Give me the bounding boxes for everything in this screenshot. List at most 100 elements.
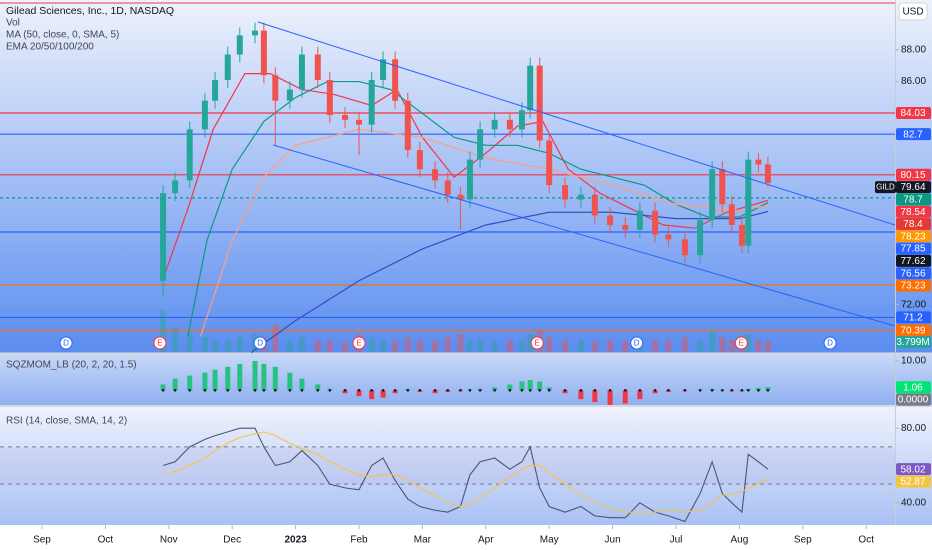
volume-bar [457, 334, 464, 352]
y-tick-label: 40.00 [901, 497, 926, 508]
x-tick-label: Sep [33, 535, 51, 546]
price-label-box [896, 254, 931, 267]
event-label: E [739, 339, 744, 348]
volume-bar [764, 340, 771, 352]
candle-body [546, 140, 553, 186]
squeeze-dot [161, 389, 165, 392]
currency-label[interactable]: USD [902, 7, 923, 18]
volume-bar [728, 340, 735, 352]
price-label-box [896, 106, 931, 119]
momentum-bar [261, 363, 267, 391]
squeeze-dot [238, 389, 242, 392]
price-label-box [896, 218, 931, 231]
volume-bar [745, 334, 752, 352]
volume-bar [432, 340, 439, 352]
moving-average [199, 128, 769, 337]
volume-bar [342, 341, 349, 352]
volume-bar [404, 337, 411, 352]
volume-bar [681, 337, 688, 352]
channel-lower [272, 144, 896, 327]
momentum-bar [432, 390, 438, 394]
x-tick-label: Jul [670, 535, 683, 546]
price-label: 82.7 [903, 129, 923, 140]
candle-body [432, 169, 439, 181]
symbol-title: Gilead Sciences, Inc., 1D, NASDAQ [6, 5, 174, 17]
squeeze-dot [623, 389, 627, 392]
price-label-box [896, 128, 931, 141]
candle-body [444, 180, 451, 195]
event-marker [630, 336, 644, 350]
price-label-box [896, 193, 931, 206]
volume-bar [160, 310, 167, 352]
legend-entry: Vol [6, 18, 20, 29]
candle-body [622, 224, 629, 230]
candle-body [201, 100, 208, 130]
squeeze-dot [226, 389, 230, 392]
momentum-bar [172, 378, 178, 391]
price-label-box [896, 463, 931, 476]
y-tick-label: 88.00 [901, 44, 926, 55]
candle-body [368, 79, 375, 125]
price-label: 80.15 [900, 170, 925, 181]
volume-label: 3.799M [896, 337, 929, 348]
squeeze-dot [273, 389, 277, 392]
price-label-box [896, 393, 931, 406]
candle-body [342, 115, 349, 120]
y-tick-label: 86.00 [901, 76, 926, 87]
squeeze-dot [563, 389, 567, 392]
momentum-bar [562, 390, 568, 394]
x-tick-label: Feb [350, 535, 368, 546]
squeeze-dot [766, 389, 770, 392]
volume-bar [665, 340, 672, 352]
x-tick-label: Oct [98, 535, 114, 546]
volume-bar [286, 340, 293, 352]
price-label-box [896, 242, 931, 255]
time-axis [0, 525, 932, 550]
squeeze-dot [478, 389, 482, 392]
event-label: E [157, 339, 162, 348]
volume-bar [272, 325, 279, 352]
main-pane [0, 0, 932, 352]
volume-bar [380, 340, 387, 352]
candle-body [286, 89, 293, 101]
squeeze-dot [757, 389, 760, 392]
price-label: 78.54 [900, 207, 925, 218]
volume-bar [546, 337, 553, 352]
momentum-bar [225, 366, 231, 391]
candle-body [719, 169, 726, 205]
momentum-bar [607, 390, 613, 405]
squeeze-dot [188, 389, 192, 392]
momentum-bar [212, 369, 218, 391]
moving-average [250, 210, 769, 353]
squeeze-dot [262, 389, 266, 392]
price-label-box [896, 475, 931, 488]
x-tick-label: May [540, 535, 559, 546]
price-label-box [896, 279, 931, 292]
volume-bar [755, 340, 762, 352]
event-marker [352, 336, 366, 350]
price-label: 76.56 [900, 268, 925, 279]
volume-bar [607, 340, 614, 352]
momentum-bar [592, 390, 598, 403]
squeeze-dot [730, 389, 734, 392]
squeeze-dot [667, 389, 670, 392]
volume-bar [186, 334, 193, 352]
price-label: 52.87 [900, 477, 925, 488]
squeeze-dot [446, 389, 450, 392]
candle-body [477, 129, 484, 160]
momentum-bar [356, 390, 362, 397]
candle-body [272, 75, 279, 101]
candle-body [260, 30, 267, 76]
y-tick-label: 10.00 [901, 356, 926, 367]
currency-button[interactable] [898, 2, 928, 21]
volume-bar [591, 341, 598, 352]
squeeze-dot [538, 389, 541, 392]
squeeze-dot [300, 389, 304, 392]
momentum-bar [519, 381, 525, 391]
volume-bar [201, 337, 208, 352]
squeeze-dot [433, 389, 437, 392]
volume-bar [236, 337, 243, 352]
candle-body [172, 180, 179, 194]
squeeze-dot [288, 389, 292, 392]
squeeze-dot [608, 389, 612, 392]
